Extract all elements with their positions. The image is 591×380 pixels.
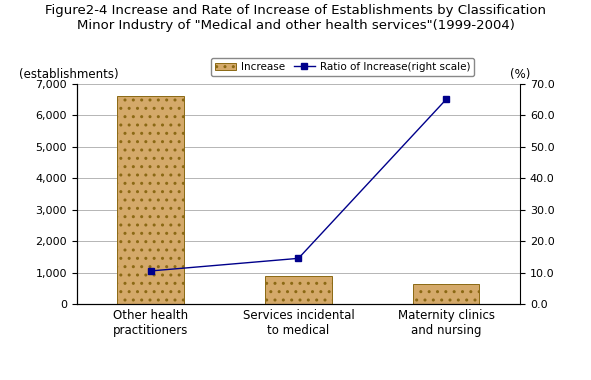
Bar [413, 283, 479, 304]
Legend: Increase, Ratio of Increase(right scale): Increase, Ratio of Increase(right scale) [211, 58, 475, 76]
Bar [118, 96, 184, 304]
Bar [265, 276, 332, 304]
Text: Figure2-4 Increase and Rate of Increase of Establishments by Classification
Mino: Figure2-4 Increase and Rate of Increase … [45, 4, 546, 32]
Text: (establishments): (establishments) [19, 68, 119, 81]
Text: (%): (%) [510, 68, 530, 81]
